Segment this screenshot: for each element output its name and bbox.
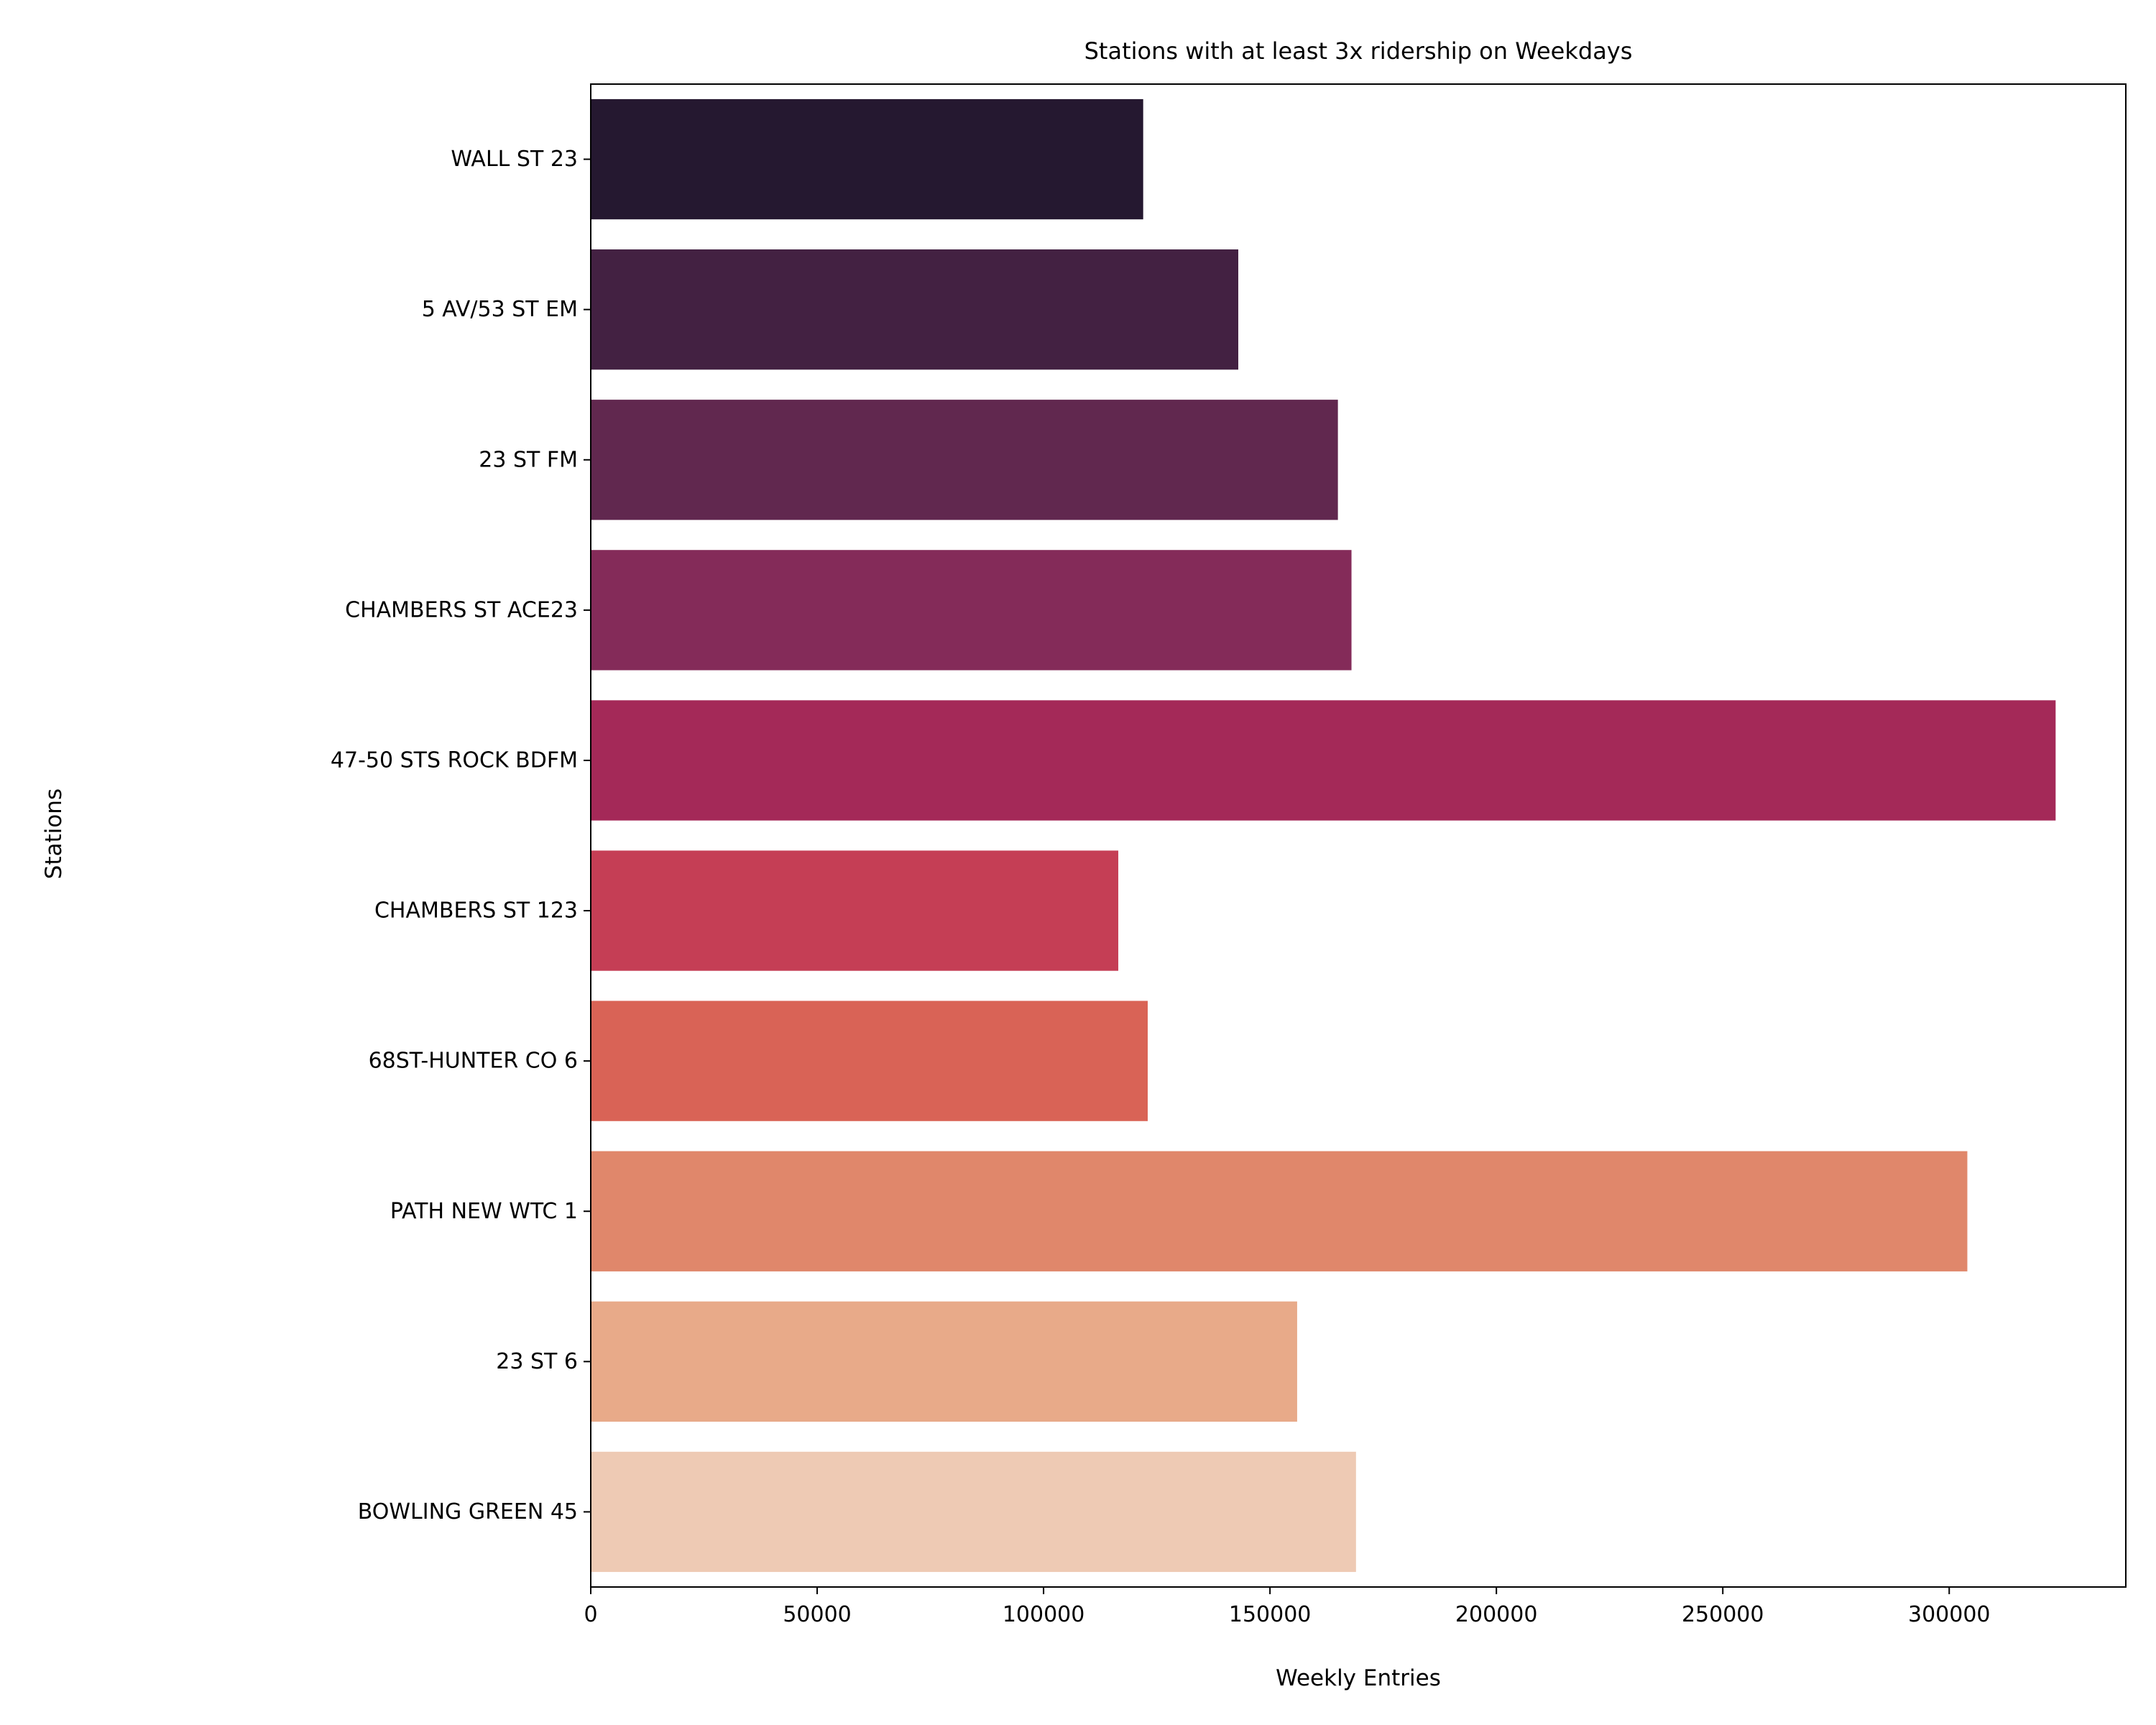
plot-frame bbox=[590, 83, 2127, 1588]
x-tick-label: 50000 bbox=[783, 1602, 851, 1627]
y-tick-label: PATH NEW WTC 1 bbox=[390, 1199, 578, 1224]
bar bbox=[591, 850, 1119, 971]
y-tick-label: 68ST-HUNTER CO 6 bbox=[369, 1049, 578, 1074]
y-axis-ticks: WALL ST 23 5 AV/53 ST EM 23 ST FM CHAMBERS … bbox=[331, 147, 591, 1524]
bar-group bbox=[591, 98, 2056, 1573]
x-tick-label: 250000 bbox=[1682, 1602, 1764, 1627]
x-tick-label: 300000 bbox=[1908, 1602, 1991, 1627]
y-tick-label: CHAMBERS ST ACE23 bbox=[345, 597, 578, 622]
y-tick-label: 47-50 STS ROCK BDFM bbox=[331, 748, 578, 773]
bar bbox=[591, 550, 1352, 671]
bar bbox=[591, 1151, 1968, 1271]
x-axis-label: Weekly Entries bbox=[1276, 1665, 1441, 1691]
bar bbox=[591, 1451, 1356, 1573]
y-tick-label: 23 ST FM bbox=[479, 447, 578, 472]
bar bbox=[591, 1301, 1297, 1422]
y-axis-label: Stations bbox=[41, 788, 67, 879]
bar bbox=[591, 249, 1239, 370]
x-tick-label: 0 bbox=[584, 1602, 597, 1627]
y-tick-label: 5 AV/53 ST EM bbox=[422, 297, 578, 322]
x-tick-label: 200000 bbox=[1455, 1602, 1538, 1627]
bar bbox=[591, 700, 2056, 821]
bar bbox=[591, 400, 1338, 520]
y-tick-label: WALL ST 23 bbox=[451, 147, 578, 172]
y-tick-label: 23 ST 6 bbox=[496, 1349, 578, 1374]
bar bbox=[591, 98, 1143, 220]
x-tick-label: 100000 bbox=[1003, 1602, 1085, 1627]
chart-title: Stations with at least 3x ridership on W… bbox=[1084, 37, 1633, 65]
y-tick-label: CHAMBERS ST 123 bbox=[374, 898, 578, 924]
y-tick-label: BOWLING GREEN 45 bbox=[358, 1499, 578, 1524]
bar bbox=[591, 1000, 1148, 1121]
x-tick-label: 150000 bbox=[1229, 1602, 1312, 1627]
x-axis-ticks: 0 50000 100000 150000 200000 250000 300000 bbox=[584, 1587, 1991, 1627]
